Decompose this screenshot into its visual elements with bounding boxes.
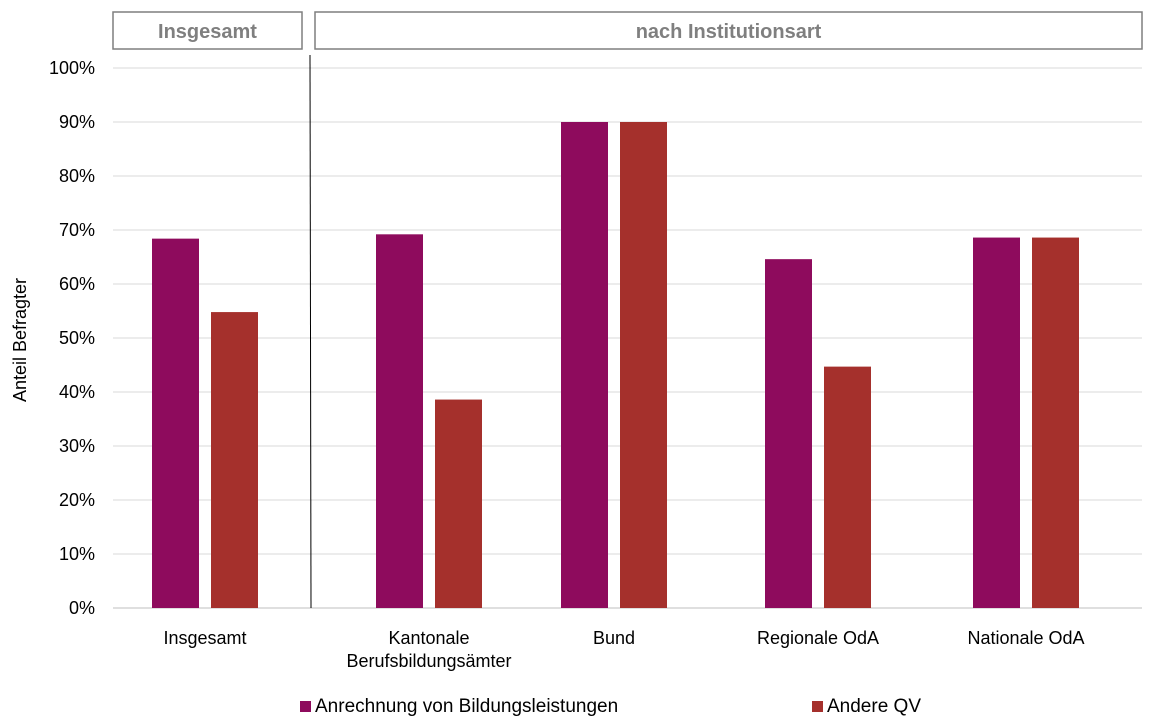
y-tick-label: 0% — [69, 598, 95, 618]
bar-anrechnung — [561, 122, 608, 608]
y-tick-label: 20% — [59, 490, 95, 510]
y-tick-label: 100% — [49, 58, 95, 78]
x-tick-label: Bund — [593, 628, 635, 648]
bar-andere-qv — [435, 399, 482, 608]
group-header-box-institution — [314, 11, 1143, 50]
y-tick-label: 10% — [59, 544, 95, 564]
x-tick-label: Nationale OdA — [967, 628, 1084, 648]
group-header-institution: nach Institutionsart — [636, 21, 822, 43]
x-tick-label: Kantonale Berufsbildungsämter — [346, 628, 511, 671]
group-header-box-overall — [112, 11, 303, 50]
bar-andere-qv — [1032, 237, 1079, 608]
y-tick-label: 70% — [59, 220, 95, 240]
y-tick-label: 50% — [59, 328, 95, 348]
legend-swatch — [300, 701, 311, 712]
y-axis-label: Anteil Befragter — [10, 278, 30, 402]
y-tick-label: 60% — [59, 274, 95, 294]
y-tick-label: 90% — [59, 112, 95, 132]
category-labels: Insgesamt Kantonale Berufsbildungsämter Bun… — [163, 628, 1084, 671]
bars — [152, 122, 1079, 608]
y-tick-label: 40% — [59, 382, 95, 402]
bar-andere-qv — [211, 312, 258, 608]
x-tick-label: Regionale OdA — [757, 628, 879, 648]
bar-anrechnung — [152, 238, 199, 608]
x-tick-label: Insgesamt — [163, 628, 246, 648]
legend-label: Anrechnung von Bildungsleistungen — [315, 696, 618, 717]
legend-label: Andere QV — [827, 696, 921, 717]
group-header-overall: Insgesamt — [158, 21, 257, 43]
y-tick-label: 80% — [59, 166, 95, 186]
legend: Anrechnung von Bildungsleistungen Andere … — [300, 696, 921, 717]
bar-anrechnung — [376, 234, 423, 608]
bar-anrechnung — [973, 237, 1020, 608]
bar-andere-qv — [620, 122, 667, 608]
y-axis-ticks: 0% 10% 20% 30% 40% 50% 60% 70% 80% 90% 100% — [49, 58, 95, 618]
legend-swatch — [812, 701, 823, 712]
group-divider — [309, 54, 312, 609]
bar-anrechnung — [765, 259, 812, 608]
y-tick-label: 30% — [59, 436, 95, 456]
bar-andere-qv — [824, 366, 871, 608]
